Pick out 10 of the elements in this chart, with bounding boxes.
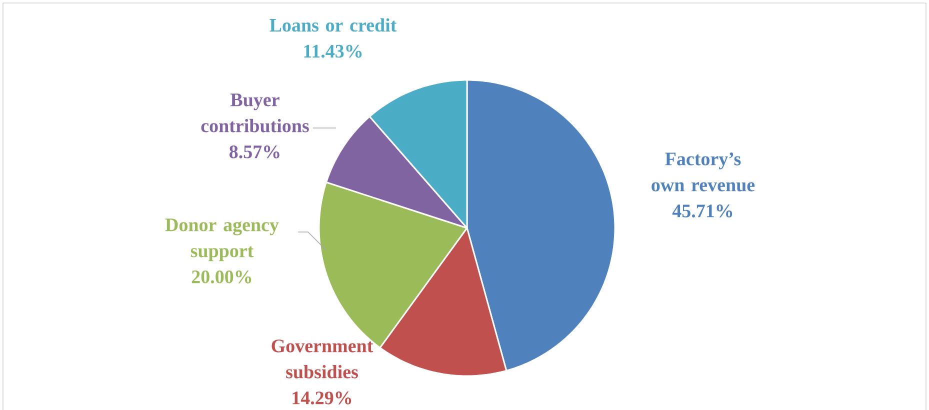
data-label: 8.57%: [230, 145, 280, 158]
slice-label: Buyer contributions: [201, 94, 309, 132]
data-label: 20.00%: [192, 270, 252, 284]
data-label: 45.71%: [672, 204, 732, 218]
slice-label: Loans or credit: [270, 18, 397, 32]
slice-label: Factory’s own revenue: [652, 152, 755, 192]
slice-label: Donor agency support: [165, 218, 279, 261]
data-label: 14.29%: [292, 391, 352, 404]
slice-label: Government subsidies: [272, 339, 374, 378]
data-label: 11.43%: [304, 44, 362, 58]
